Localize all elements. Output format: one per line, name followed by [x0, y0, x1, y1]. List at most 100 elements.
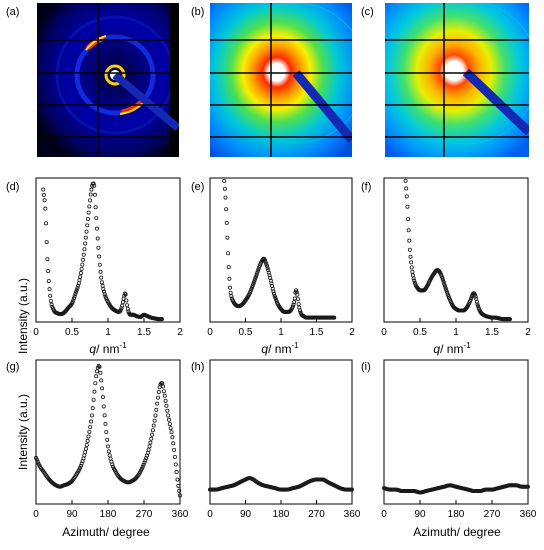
data-point-g [102, 413, 107, 418]
data-point-e [272, 293, 277, 298]
data-point-d [99, 280, 104, 285]
data-point-f [403, 178, 408, 183]
data-point-g [90, 406, 95, 411]
data-point-d [98, 269, 103, 274]
data-point-e [229, 294, 234, 299]
data-point-g [79, 461, 84, 466]
data-point-f [475, 302, 480, 307]
data-point-d [46, 269, 51, 274]
data-point-g [161, 384, 166, 389]
data-point-e [254, 272, 259, 277]
data-point-g [105, 437, 110, 442]
x-axis-label-e: q/ nm-1 [261, 341, 299, 356]
x-tick-label-f: 0 [381, 327, 387, 338]
data-point-e [297, 308, 302, 313]
data-point-d [120, 300, 125, 305]
data-point-g [149, 436, 154, 441]
panel-label-i: (i) [361, 361, 371, 373]
x-tick-label-e: 2 [349, 327, 355, 338]
data-point-f [409, 265, 414, 270]
plot-f: 0 0.5 1 1.5 2 [381, 177, 531, 338]
data-point-e [264, 263, 269, 268]
data-point-e [264, 261, 269, 266]
data-point-g [89, 419, 94, 424]
data-point-f [443, 285, 448, 290]
data-point-f [442, 283, 447, 288]
data-point-d [84, 229, 89, 234]
x-tick-label-i: 270 [484, 509, 501, 520]
data-point-d [41, 187, 46, 192]
data-point-d [80, 262, 85, 267]
data-point-e [228, 285, 233, 290]
data-point-g [177, 488, 182, 493]
x-axis-label-i: Azimuth/ degree [413, 525, 501, 539]
data-point-f [441, 280, 446, 285]
data-point-g [139, 466, 144, 471]
data-point-g [94, 369, 99, 374]
data-point-g [167, 421, 172, 426]
data-point-d [96, 245, 101, 250]
data-point-e [253, 274, 258, 279]
x-tick-label-h: 270 [308, 509, 325, 520]
x-tick-label-d: 2 [177, 327, 183, 338]
data-point-d [78, 274, 83, 279]
data-point-f [404, 194, 409, 199]
data-point-g [106, 444, 111, 449]
data-point-f [404, 186, 409, 191]
data-point-f [406, 216, 411, 221]
data-point-g [148, 440, 153, 445]
data-point-g [177, 493, 182, 498]
data-point-g [155, 395, 160, 400]
data-point-e [332, 315, 337, 320]
data-point-d [71, 296, 76, 301]
x-tick-label-f: 2 [525, 327, 531, 338]
data-point-g [170, 435, 175, 440]
x-tick-label-g: 270 [136, 509, 153, 520]
data-point-g [169, 430, 174, 435]
data-point-g [141, 462, 146, 467]
plot-frame-i [383, 359, 529, 505]
data-point-e [228, 290, 233, 295]
data-point-d [46, 279, 51, 284]
data-point-g [91, 397, 96, 402]
data-point-f [473, 294, 478, 299]
x-tick-label-i: 180 [448, 509, 465, 520]
data-point-g [93, 381, 98, 386]
data-point-d [159, 317, 164, 322]
data-point-d [70, 300, 75, 305]
data-point-g [166, 413, 171, 418]
data-point-d [86, 210, 91, 215]
data-point-g [83, 446, 88, 451]
data-point-e [222, 178, 227, 183]
x-tick-label-e: 1 [278, 327, 284, 338]
x-tick-label-i: 360 [520, 509, 537, 520]
data-point-g [172, 455, 177, 460]
x-tick-label-g: 0 [33, 509, 39, 520]
data-point-g [82, 453, 87, 458]
y-axis-label-g: Intensity (a.u.) [16, 394, 30, 470]
data-point-d [85, 223, 90, 228]
data-point-d [95, 226, 100, 231]
x-tick-label-f: 0.5 [413, 327, 427, 338]
data-point-g [110, 462, 115, 467]
data-point-e [223, 195, 228, 200]
panel-label-c: (c) [361, 6, 374, 18]
data-point-e [256, 267, 261, 272]
data-point-d [47, 287, 52, 292]
data-point-e [271, 289, 276, 294]
data-point-d [125, 303, 130, 308]
data-point-d [124, 298, 129, 303]
data-point-g [106, 449, 111, 454]
data-point-g [88, 424, 93, 429]
data-point-g [154, 407, 159, 412]
data-point-f [444, 287, 449, 292]
data-point-e [295, 292, 300, 297]
data-point-g [147, 444, 152, 449]
panel-label-f: (f) [361, 181, 371, 193]
panel-label-d: (d) [6, 181, 19, 193]
y-axis-label-d: Intensity (a.u.) [16, 278, 30, 354]
x-axis-label-g: Azimuth/ degree [62, 525, 150, 539]
data-point-d [102, 292, 107, 297]
data-point-d [44, 240, 49, 245]
data-point-e [270, 286, 275, 291]
